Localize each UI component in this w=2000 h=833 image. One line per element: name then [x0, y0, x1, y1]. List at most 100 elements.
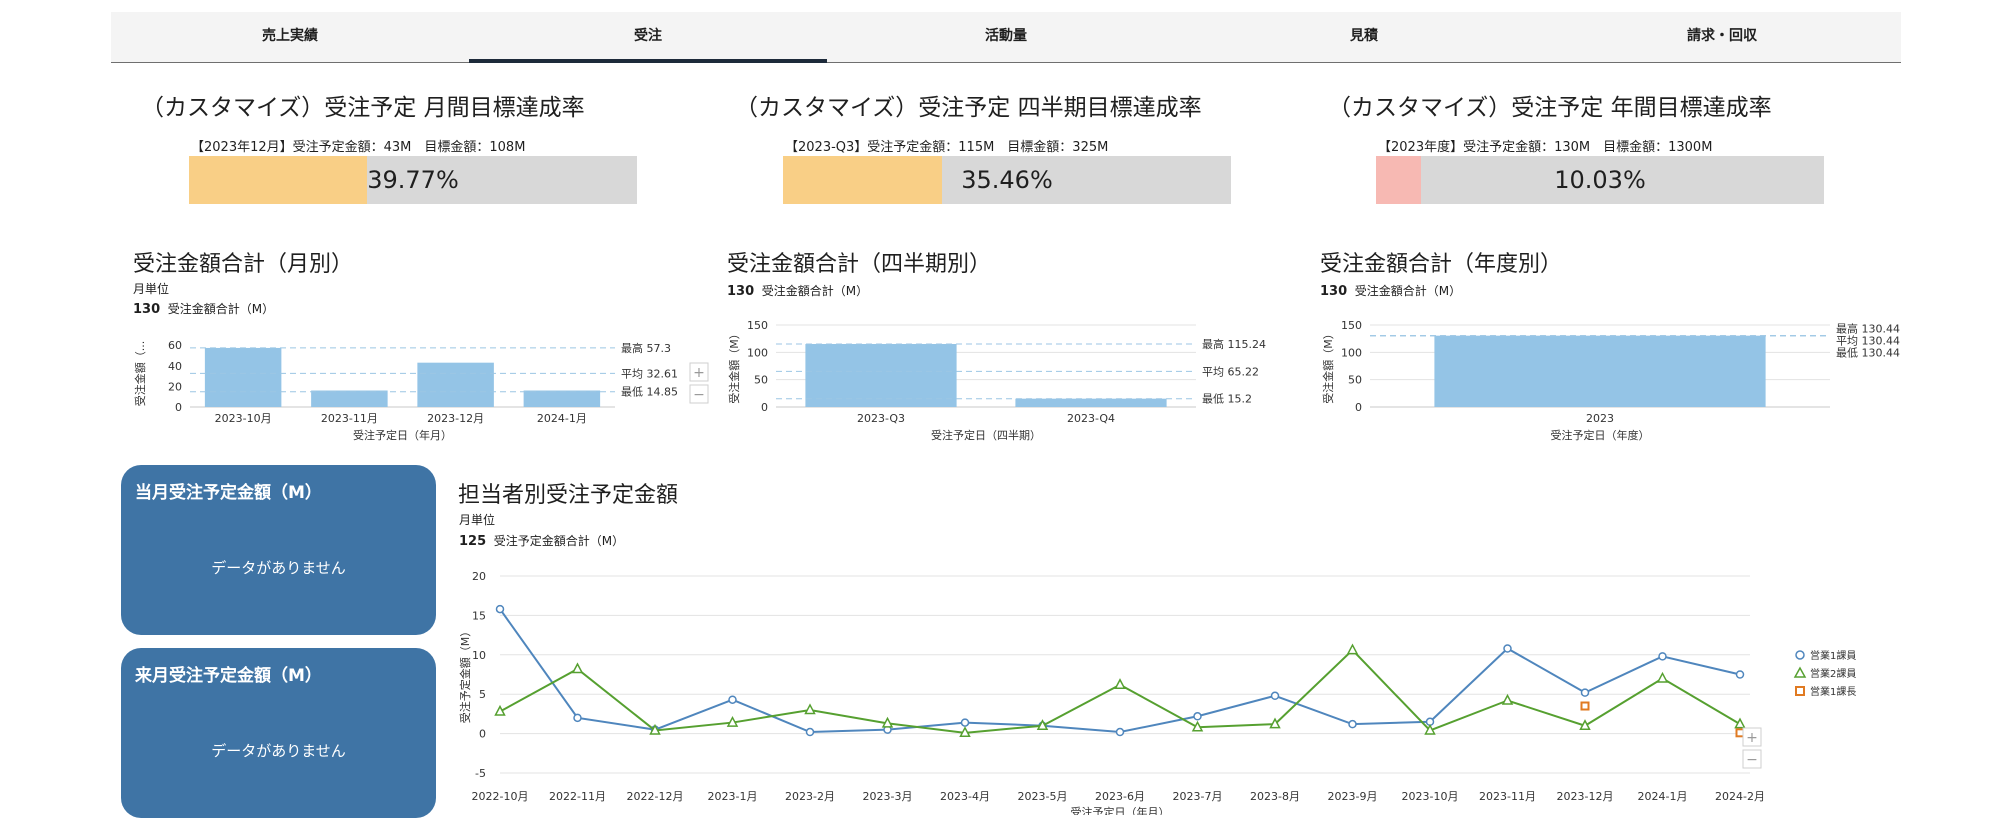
- y-tick-label: 20: [472, 570, 486, 583]
- kpi-title: 来月受注予定金額（M）: [135, 666, 322, 686]
- y-axis-label: 受注予定金額（M）: [458, 626, 472, 724]
- data-point: [1658, 652, 1667, 661]
- kpi-title: 当月受注予定金額（M）: [135, 483, 322, 503]
- tab-activity[interactable]: 活動量: [985, 28, 1027, 44]
- reference-label: 最低 14.85: [621, 386, 678, 399]
- gauge-subtitle: 【2023年12月】受注予定金額：43M 目標金額：108M: [191, 140, 526, 155]
- x-tick-label: 2023-11月: [321, 412, 378, 425]
- y-tick-label: 100: [747, 346, 768, 359]
- line-chart: -5 0 5 10 15 20 2022-10月 2022-11月 2022-12月 2023-1…: [458, 570, 1856, 815]
- legend-triangle-icon: [1793, 666, 1807, 678]
- legend-label: 営業1課員: [1810, 649, 1856, 662]
- data-point: [1270, 691, 1280, 701]
- zoom-in-button[interactable]: +: [689, 362, 709, 382]
- legend-item[interactable]: 営業2課員: [1793, 666, 1856, 680]
- data-point: [494, 704, 506, 716]
- data-point: [1269, 717, 1281, 729]
- reference-label: 平均 32.61: [621, 367, 678, 380]
- gauge-value: 39.77%: [367, 166, 459, 194]
- y-tick-label: -5: [475, 767, 486, 780]
- legend-item[interactable]: 営業1課員: [1795, 649, 1856, 662]
- data-point: [805, 727, 815, 737]
- x-tick-label: 2022-11月: [549, 790, 606, 803]
- reference-label: 最低 15.2: [1202, 393, 1252, 406]
- x-tick-label: 2023-Q4: [1067, 412, 1115, 425]
- bar-2023: [1434, 335, 1766, 407]
- bar-2023-12月: [417, 362, 494, 407]
- data-point: [1735, 728, 1745, 738]
- zoom-in-button[interactable]: +: [1742, 727, 1762, 747]
- data-point: [1503, 644, 1512, 653]
- bar-2023-Q3: [805, 344, 957, 407]
- x-tick-label: 2023-2月: [785, 790, 835, 803]
- x-tick-label: 2024-2月: [1715, 790, 1765, 803]
- data-point: [649, 723, 661, 735]
- x-tick-label: 2022-10月: [472, 790, 529, 803]
- gauge-subtitle: 【2023年度】受注予定金額：130M 目標金額：1300M: [1378, 140, 1713, 155]
- x-tick-label: 2023-4月: [940, 790, 990, 803]
- gauge-track: 35.46%: [783, 156, 1231, 204]
- x-tick-label: 2023-5月: [1018, 790, 1068, 803]
- series-line-営業1課員: [499, 608, 1741, 734]
- bar-2024-1月: [523, 390, 601, 407]
- gauge-value: 10.03%: [1554, 166, 1646, 194]
- monthly-bar-chart: 0 20 40 60 2023-10月 2023-11月 2023-12月 2024-1月 最高…: [133, 339, 709, 442]
- x-tick-label: 2023-1月: [708, 790, 758, 803]
- x-tick-label: 2023-Q3: [857, 412, 905, 425]
- x-tick-label: 2023-12月: [1557, 790, 1614, 803]
- zoom-out-icon: [689, 384, 709, 404]
- total-value: 125: [459, 534, 487, 549]
- reference-label: 最高 130.44: [1836, 322, 1900, 336]
- zoom-in-glyph: +: [693, 365, 705, 381]
- data-point: [1580, 688, 1590, 697]
- data-point: [1348, 719, 1357, 729]
- legend-circle-icon: [1795, 650, 1805, 660]
- total-value: 130: [727, 284, 755, 299]
- legend-label: 営業1課長: [1810, 685, 1856, 698]
- y-tick-label: 50: [754, 374, 768, 387]
- gauge-title: （カスタマイズ）受注予定 月間目標達成率: [141, 95, 585, 121]
- legend-item[interactable]: 営業1課長: [1795, 685, 1856, 698]
- zoom-out-glyph: −: [693, 387, 705, 403]
- x-tick-label: 2023-11月: [1479, 790, 1536, 803]
- zoom-out-glyph: −: [1746, 752, 1758, 768]
- total-value: 130: [1320, 284, 1348, 299]
- line-unit-note: 月単位: [459, 513, 496, 527]
- tab-sales-results[interactable]: 売上実績: [262, 28, 318, 44]
- total-value: 130: [133, 302, 161, 317]
- tab-bar: 売上実績 受注 活動量 見積 請求・回収: [111, 12, 1901, 63]
- data-point: [1424, 723, 1436, 735]
- zoom-out-button[interactable]: −: [1742, 749, 1762, 769]
- total-label: 受注金額合計（M）: [761, 284, 869, 298]
- y-tick-label: 0: [1355, 401, 1362, 414]
- zoom-out-button[interactable]: −: [689, 384, 709, 404]
- data-point: [959, 726, 971, 738]
- quarterly-total: 130 受注金額合計（M）: [727, 282, 868, 299]
- total-label: 受注金額合計（M）: [167, 302, 275, 316]
- y-tick-label: 10: [472, 649, 486, 662]
- gauge-title: （カスタマイズ）受注予定 四半期目標達成率: [735, 95, 1202, 121]
- gauge-fill: [189, 156, 368, 204]
- x-tick-label: 2023-12月: [427, 412, 484, 425]
- tab-orders[interactable]: 受注: [469, 12, 827, 63]
- y-tick-label: 60: [168, 339, 182, 352]
- x-tick-label: 2023-10月: [1402, 790, 1459, 803]
- total-label: 受注金額合計（M）: [1354, 284, 1462, 298]
- gauge-track: 39.77%: [189, 156, 637, 204]
- x-tick-label: 2023-10月: [215, 412, 272, 425]
- x-tick-label: 2023-8月: [1250, 790, 1300, 803]
- kpi-empty-message: データがありません: [211, 559, 346, 577]
- gauge-track: 10.03%: [1376, 156, 1824, 204]
- data-point: [1114, 678, 1126, 689]
- y-tick-label: 40: [168, 360, 182, 373]
- reference-label: 最低 130.44: [1836, 347, 1900, 360]
- data-point: [804, 703, 816, 715]
- tab-quotes[interactable]: 見積: [1350, 28, 1378, 44]
- x-axis-label: 受注予定日（年月）: [353, 428, 452, 442]
- monthly-total: 130 受注金額合計（M）: [133, 300, 274, 317]
- tab-billing[interactable]: 請求・回収: [1687, 28, 1757, 44]
- zoom-in-glyph: +: [1746, 730, 1758, 746]
- data-point: [1115, 727, 1125, 737]
- x-tick-label: 2023-6月: [1095, 790, 1145, 803]
